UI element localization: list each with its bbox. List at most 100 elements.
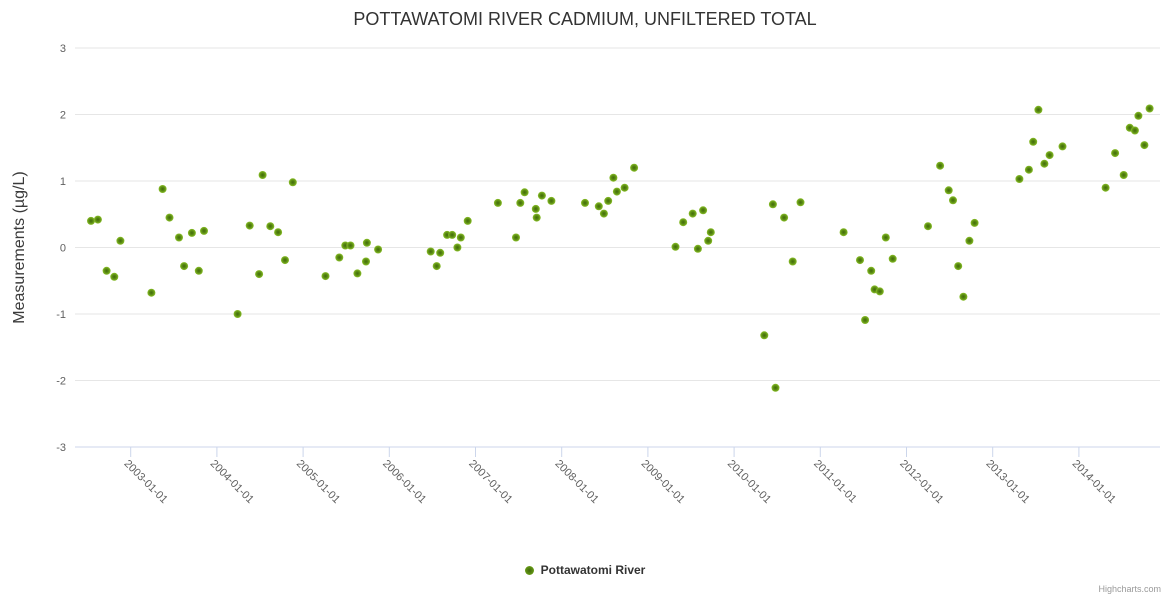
data-point[interactable] — [281, 256, 289, 265]
data-point[interactable] — [949, 196, 957, 205]
data-point[interactable] — [954, 262, 963, 271]
data-point[interactable] — [288, 178, 297, 187]
data-point[interactable] — [936, 161, 945, 170]
highcharts-credits-link[interactable]: Highcharts.com — [1098, 584, 1161, 594]
data-point[interactable] — [346, 241, 355, 250]
data-point[interactable] — [436, 248, 445, 257]
data-point[interactable] — [1130, 126, 1139, 135]
data-point[interactable] — [959, 292, 968, 301]
data-point[interactable] — [679, 218, 688, 227]
data-point[interactable] — [1134, 111, 1143, 120]
data-point[interactable] — [888, 254, 897, 263]
legend-item-pottawatomi-river[interactable]: Pottawatomi River — [524, 563, 645, 577]
data-point[interactable] — [924, 222, 932, 231]
data-point[interactable] — [620, 183, 629, 192]
data-point[interactable] — [448, 230, 457, 239]
data-point[interactable] — [1034, 105, 1043, 114]
data-point[interactable] — [965, 236, 974, 245]
data-point[interactable] — [255, 270, 264, 279]
data-point[interactable] — [362, 257, 370, 266]
data-point[interactable] — [463, 216, 472, 225]
data-point[interactable] — [547, 196, 556, 205]
data-point[interactable] — [194, 266, 203, 275]
data-point[interactable] — [93, 215, 102, 224]
data-point[interactable] — [856, 256, 864, 265]
data-point[interactable] — [875, 287, 884, 296]
data-point[interactable] — [1140, 141, 1149, 150]
data-point[interactable] — [116, 236, 125, 245]
data-point[interactable] — [353, 269, 362, 278]
data-point[interactable] — [630, 163, 639, 172]
data-point[interactable] — [796, 198, 805, 207]
data-point[interactable] — [867, 266, 876, 275]
data-point[interactable] — [581, 198, 589, 207]
data-point[interactable] — [1058, 142, 1067, 151]
data-point[interactable] — [175, 233, 183, 242]
data-point[interactable] — [599, 209, 608, 218]
data-point[interactable] — [704, 236, 713, 245]
data-point[interactable] — [1111, 149, 1120, 158]
data-point[interactable] — [780, 213, 789, 222]
data-point[interactable] — [516, 198, 525, 207]
data-point[interactable] — [768, 200, 777, 209]
data-point[interactable] — [374, 245, 383, 254]
data-point[interactable] — [258, 171, 267, 179]
data-point[interactable] — [693, 244, 702, 253]
data-point[interactable] — [426, 247, 435, 256]
data-point[interactable] — [532, 213, 541, 222]
data-point[interactable] — [321, 272, 330, 281]
y-axis-labels: 3 2 1 0 -1 -2 -3 — [56, 43, 66, 454]
data-point[interactable] — [537, 191, 546, 200]
data-point[interactable] — [609, 173, 618, 182]
data-point[interactable] — [1024, 165, 1033, 174]
x-axis-tick-label: 2008-01-01 — [552, 458, 600, 506]
data-point[interactable] — [671, 242, 680, 251]
data-point[interactable] — [493, 198, 502, 207]
data-point[interactable] — [158, 185, 167, 193]
data-point[interactable] — [881, 233, 890, 242]
data-point[interactable] — [165, 213, 174, 222]
data-point[interactable] — [1015, 175, 1024, 183]
data-point[interactable] — [335, 253, 344, 262]
data-point[interactable] — [362, 238, 371, 247]
data-point[interactable] — [180, 262, 189, 271]
data-point[interactable] — [245, 221, 254, 230]
data-point[interactable] — [87, 216, 95, 225]
data-point[interactable] — [788, 257, 797, 266]
data-point[interactable] — [604, 196, 613, 205]
x-axis-tick-label: 2010-01-01 — [725, 458, 773, 506]
data-point[interactable] — [200, 226, 208, 235]
data-point[interactable] — [944, 186, 953, 195]
data-point[interactable] — [861, 316, 870, 324]
data-point[interactable] — [531, 204, 540, 213]
gridlines — [75, 47, 1160, 448]
data-point[interactable] — [520, 188, 529, 197]
data-point[interactable] — [760, 331, 769, 340]
data-point[interactable] — [594, 202, 603, 211]
data-point[interactable] — [612, 187, 621, 196]
data-point[interactable] — [274, 228, 283, 237]
data-point[interactable] — [1119, 171, 1128, 179]
data-point[interactable] — [699, 206, 708, 215]
data-point[interactable] — [266, 222, 275, 231]
data-point[interactable] — [512, 233, 520, 242]
data-point[interactable] — [187, 228, 196, 237]
data-point[interactable] — [1101, 183, 1110, 192]
data-point[interactable] — [706, 228, 715, 237]
data-point[interactable] — [1040, 159, 1049, 168]
data-point[interactable] — [688, 209, 697, 218]
data-point[interactable] — [233, 310, 242, 318]
data-point[interactable] — [102, 266, 111, 275]
data-point[interactable] — [147, 288, 156, 297]
data-point[interactable] — [970, 218, 979, 227]
data-point[interactable] — [453, 243, 462, 252]
data-point[interactable] — [1029, 137, 1038, 146]
data-point[interactable] — [839, 228, 848, 237]
data-point[interactable] — [771, 383, 780, 392]
data-point[interactable] — [456, 233, 465, 242]
data-point[interactable] — [432, 262, 441, 271]
data-point[interactable] — [110, 272, 119, 281]
data-point[interactable] — [1045, 151, 1054, 160]
data-point[interactable] — [1145, 104, 1154, 113]
